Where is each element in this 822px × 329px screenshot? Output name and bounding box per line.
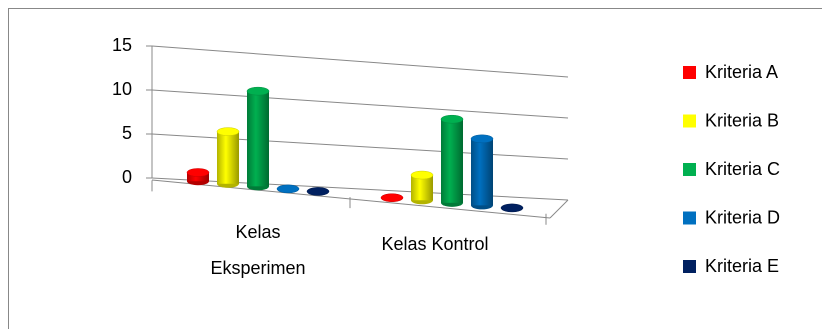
x-tick-label: Kelas Kontrol [381, 234, 489, 254]
x-tick-label: Kelas Eksperimen [210, 222, 306, 278]
bar-top [470, 134, 494, 144]
legend-label: Kriteria A [705, 62, 778, 82]
bar-top [246, 86, 270, 96]
bar-top [186, 168, 210, 177]
bar [411, 175, 433, 201]
legend-swatch [683, 66, 696, 79]
legend-swatch [683, 114, 696, 128]
x-axis [151, 179, 551, 219]
bar [247, 91, 269, 187]
bar-top [380, 193, 404, 202]
bar-top [410, 170, 434, 180]
grid-line [151, 89, 569, 119]
grid-line [151, 45, 569, 78]
bar [471, 138, 493, 206]
bar-top [500, 203, 524, 213]
legend-label: Kriteria B [705, 110, 779, 130]
legend-label: Kriteria D [705, 207, 780, 227]
y-tick-label: 15 [112, 35, 132, 55]
bar-top [276, 184, 300, 194]
bar [187, 172, 209, 182]
y-tick-label: 10 [112, 79, 132, 99]
bar [217, 131, 239, 184]
legend-swatch [683, 163, 696, 176]
y-tick-label: 5 [122, 123, 132, 143]
y-tick-label: 0 [122, 167, 132, 187]
legend-swatch [683, 260, 696, 273]
legend-label: Kriteria C [705, 159, 780, 179]
legend-swatch [683, 211, 696, 225]
legend-label: Kriteria E [705, 256, 779, 276]
bar [441, 119, 463, 203]
bar-top [306, 187, 330, 196]
bar-top [440, 114, 464, 124]
bar-top [216, 127, 240, 136]
floor-edge [549, 199, 569, 219]
